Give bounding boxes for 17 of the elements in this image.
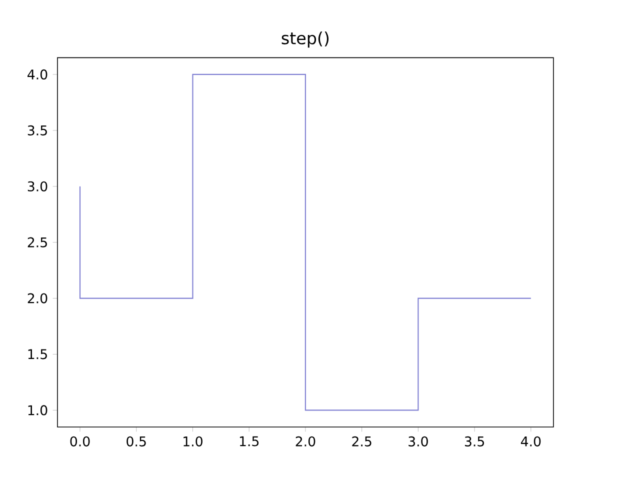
y-tick-label: 2.5: [28, 237, 47, 248]
chart-title: step(): [282, 32, 329, 48]
y-tick-label: 1.5: [28, 349, 47, 360]
x-tick-label: 1.0: [184, 436, 202, 446]
x-tick-label: 0.0: [70, 436, 90, 446]
x-tick-label: 3.5: [464, 436, 484, 446]
x-tick-label: 2.0: [296, 436, 316, 446]
y-tick-label: 4.0: [28, 69, 48, 80]
x-tick-label: 4.0: [520, 436, 541, 446]
y-tick-label: 3.5: [28, 125, 47, 136]
x-tick-label: 3.0: [408, 436, 428, 446]
x-tick-label: 0.5: [126, 436, 146, 446]
x-tick-label: 2.5: [352, 436, 372, 446]
y-tick-label: 1.0: [28, 405, 48, 416]
y-tick-label: 2.0: [28, 293, 48, 304]
x-tick-label: 1.5: [240, 436, 259, 446]
y-tick-label: 3.0: [28, 181, 48, 192]
